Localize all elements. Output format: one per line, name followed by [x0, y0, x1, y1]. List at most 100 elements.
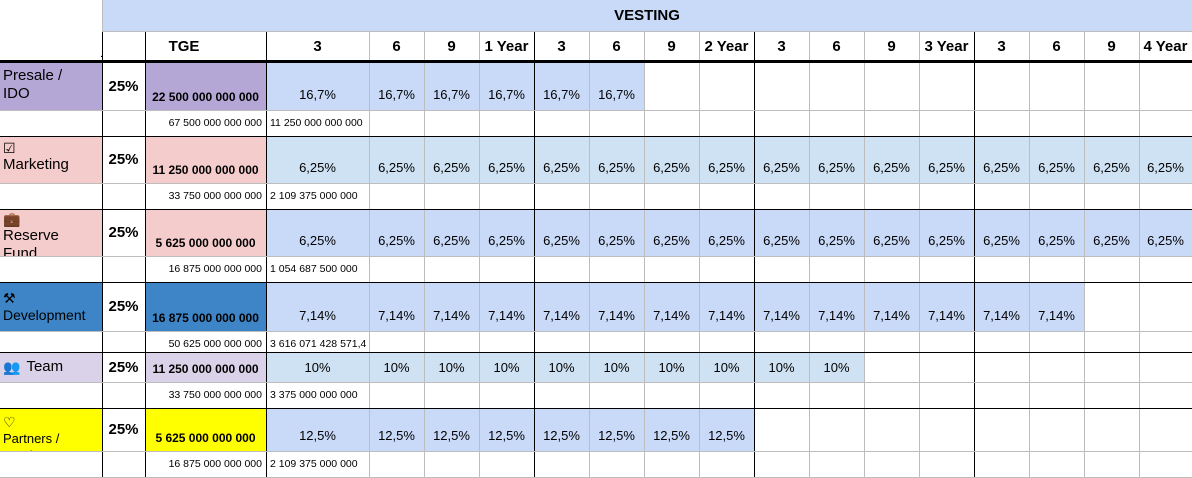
total-amount: 50 625 000 000 000: [168, 338, 262, 350]
grid-line: [0, 331, 1192, 332]
vesting-percent: 12,5%: [266, 408, 369, 451]
grid-line: [0, 60, 1192, 63]
vesting-percent: 7,14%: [754, 282, 809, 331]
row-percent: 25%: [108, 298, 139, 315]
vesting-percent: 6,25%: [1139, 136, 1192, 183]
vesting-percent: 6,25%: [589, 209, 644, 256]
vesting-percent: 10%: [369, 352, 424, 382]
vesting-percent: 6,25%: [864, 209, 919, 256]
vesting-percent: 6,25%: [974, 136, 1029, 183]
row-label: ⚒ Development: [0, 282, 102, 331]
row-icon: ☑: [3, 140, 16, 156]
vesting-percent: 6,25%: [754, 209, 809, 256]
period-amount: 3 375 000 000 000: [270, 389, 358, 401]
column-header: 3: [777, 37, 786, 55]
column-header: 1 Year: [484, 37, 529, 55]
vesting-percent: 6,25%: [864, 136, 919, 183]
column-header: 6: [612, 37, 621, 55]
row-label-text: Reserve: [3, 227, 59, 244]
column-header: 6: [392, 37, 401, 55]
vesting-percent: 6,25%: [369, 209, 424, 256]
total-amount: 16 875 000 000 000: [168, 458, 262, 470]
vesting-percent: 6,25%: [919, 136, 974, 183]
row-label-text: Development: [3, 307, 86, 323]
vesting-percent: 10%: [754, 352, 809, 382]
grid-line: [1139, 31, 1140, 478]
vesting-percent: 16,7%: [266, 63, 369, 110]
column-header: 3: [557, 37, 566, 55]
vesting-percent: 10%: [589, 352, 644, 382]
period-amount: 2 109 375 000 000: [270, 190, 358, 202]
grid-line: [919, 31, 920, 478]
grid-line: [0, 382, 1192, 383]
vesting-percent: 6,25%: [479, 136, 534, 183]
grid-line: [0, 282, 1192, 283]
grid-line: [644, 31, 645, 478]
vesting-percent: 10%: [534, 352, 589, 382]
column-header: 3: [997, 37, 1006, 55]
row-percent: 25%: [108, 224, 139, 241]
tge-amount: 5 625 000 000 000: [145, 408, 266, 451]
row-icon: ♡: [3, 414, 16, 430]
vesting-percent: 7,14%: [534, 282, 589, 331]
total-amount: 67 500 000 000 000: [168, 117, 262, 129]
grid-line: [102, 31, 103, 478]
tge-amount: 22 500 000 000 000: [145, 63, 266, 110]
row-percent: 25%: [108, 358, 139, 376]
vesting-percent: 6,25%: [589, 136, 644, 183]
vesting-percent: 10%: [644, 352, 699, 382]
vesting-percent: 6,25%: [424, 209, 479, 256]
vesting-percent: 7,14%: [699, 282, 754, 331]
grid-line: [424, 31, 425, 478]
vesting-percent: 16,7%: [424, 63, 479, 110]
grid-line: [864, 31, 865, 478]
grid-line: [266, 31, 267, 478]
vesting-percent: 6,25%: [1084, 209, 1139, 256]
column-header: 9: [447, 37, 456, 55]
vesting-percent: 12,5%: [424, 408, 479, 451]
column-header: 6: [832, 37, 841, 55]
tge-header: TGE: [168, 37, 200, 55]
vesting-percent: 6,25%: [809, 209, 864, 256]
column-header: 4 Year: [1143, 37, 1188, 55]
vesting-percent: 6,25%: [644, 136, 699, 183]
vesting-percent: 6,25%: [424, 136, 479, 183]
vesting-percent: 6,25%: [534, 209, 589, 256]
vesting-percent: 7,14%: [919, 282, 974, 331]
row-icon: 👥: [3, 359, 21, 375]
vesting-percent: 7,14%: [974, 282, 1029, 331]
column-header: 9: [887, 37, 896, 55]
grid-line: [0, 136, 1192, 137]
grid-line: [589, 31, 590, 478]
row-label-text: Fund: [3, 245, 38, 256]
vesting-percent: 6,25%: [754, 136, 809, 183]
vesting-percent: 6,25%: [266, 209, 369, 256]
row-label-text: Funds: [3, 447, 39, 451]
period-amount: 3 616 071 428 571,4: [270, 338, 367, 350]
vesting-percent: 6,25%: [699, 209, 754, 256]
total-amount: 16 875 000 000 000: [168, 263, 262, 275]
vesting-percent: 6,25%: [699, 136, 754, 183]
vesting-percent: 6,25%: [369, 136, 424, 183]
grid-line: [102, 31, 1192, 32]
total-amount: 33 750 000 000 000: [168, 389, 262, 401]
grid-line: [1084, 31, 1085, 478]
row-label-text: Partners /: [3, 431, 60, 446]
vesting-percent: 6,25%: [1084, 136, 1139, 183]
period-amount: 2 109 375 000 000: [270, 458, 358, 470]
vesting-percent: 16,7%: [589, 63, 644, 110]
grid-line: [369, 31, 370, 478]
row-label: 💼 Reserve Fund: [0, 209, 102, 256]
vesting-percent: 16,7%: [534, 63, 589, 110]
grid-line: [754, 31, 755, 478]
row-label: 👥 Team: [0, 352, 102, 382]
vesting-percent: 7,14%: [369, 282, 424, 331]
grid-line: [0, 183, 1192, 184]
row-icon: ⚒: [3, 290, 16, 306]
column-header: 2 Year: [704, 37, 749, 55]
row-label: ♡Partners /Funds: [0, 408, 102, 451]
vesting-percent: 6,25%: [266, 136, 369, 183]
vesting-percent: 12,5%: [644, 408, 699, 451]
grid-line: [0, 256, 1192, 257]
